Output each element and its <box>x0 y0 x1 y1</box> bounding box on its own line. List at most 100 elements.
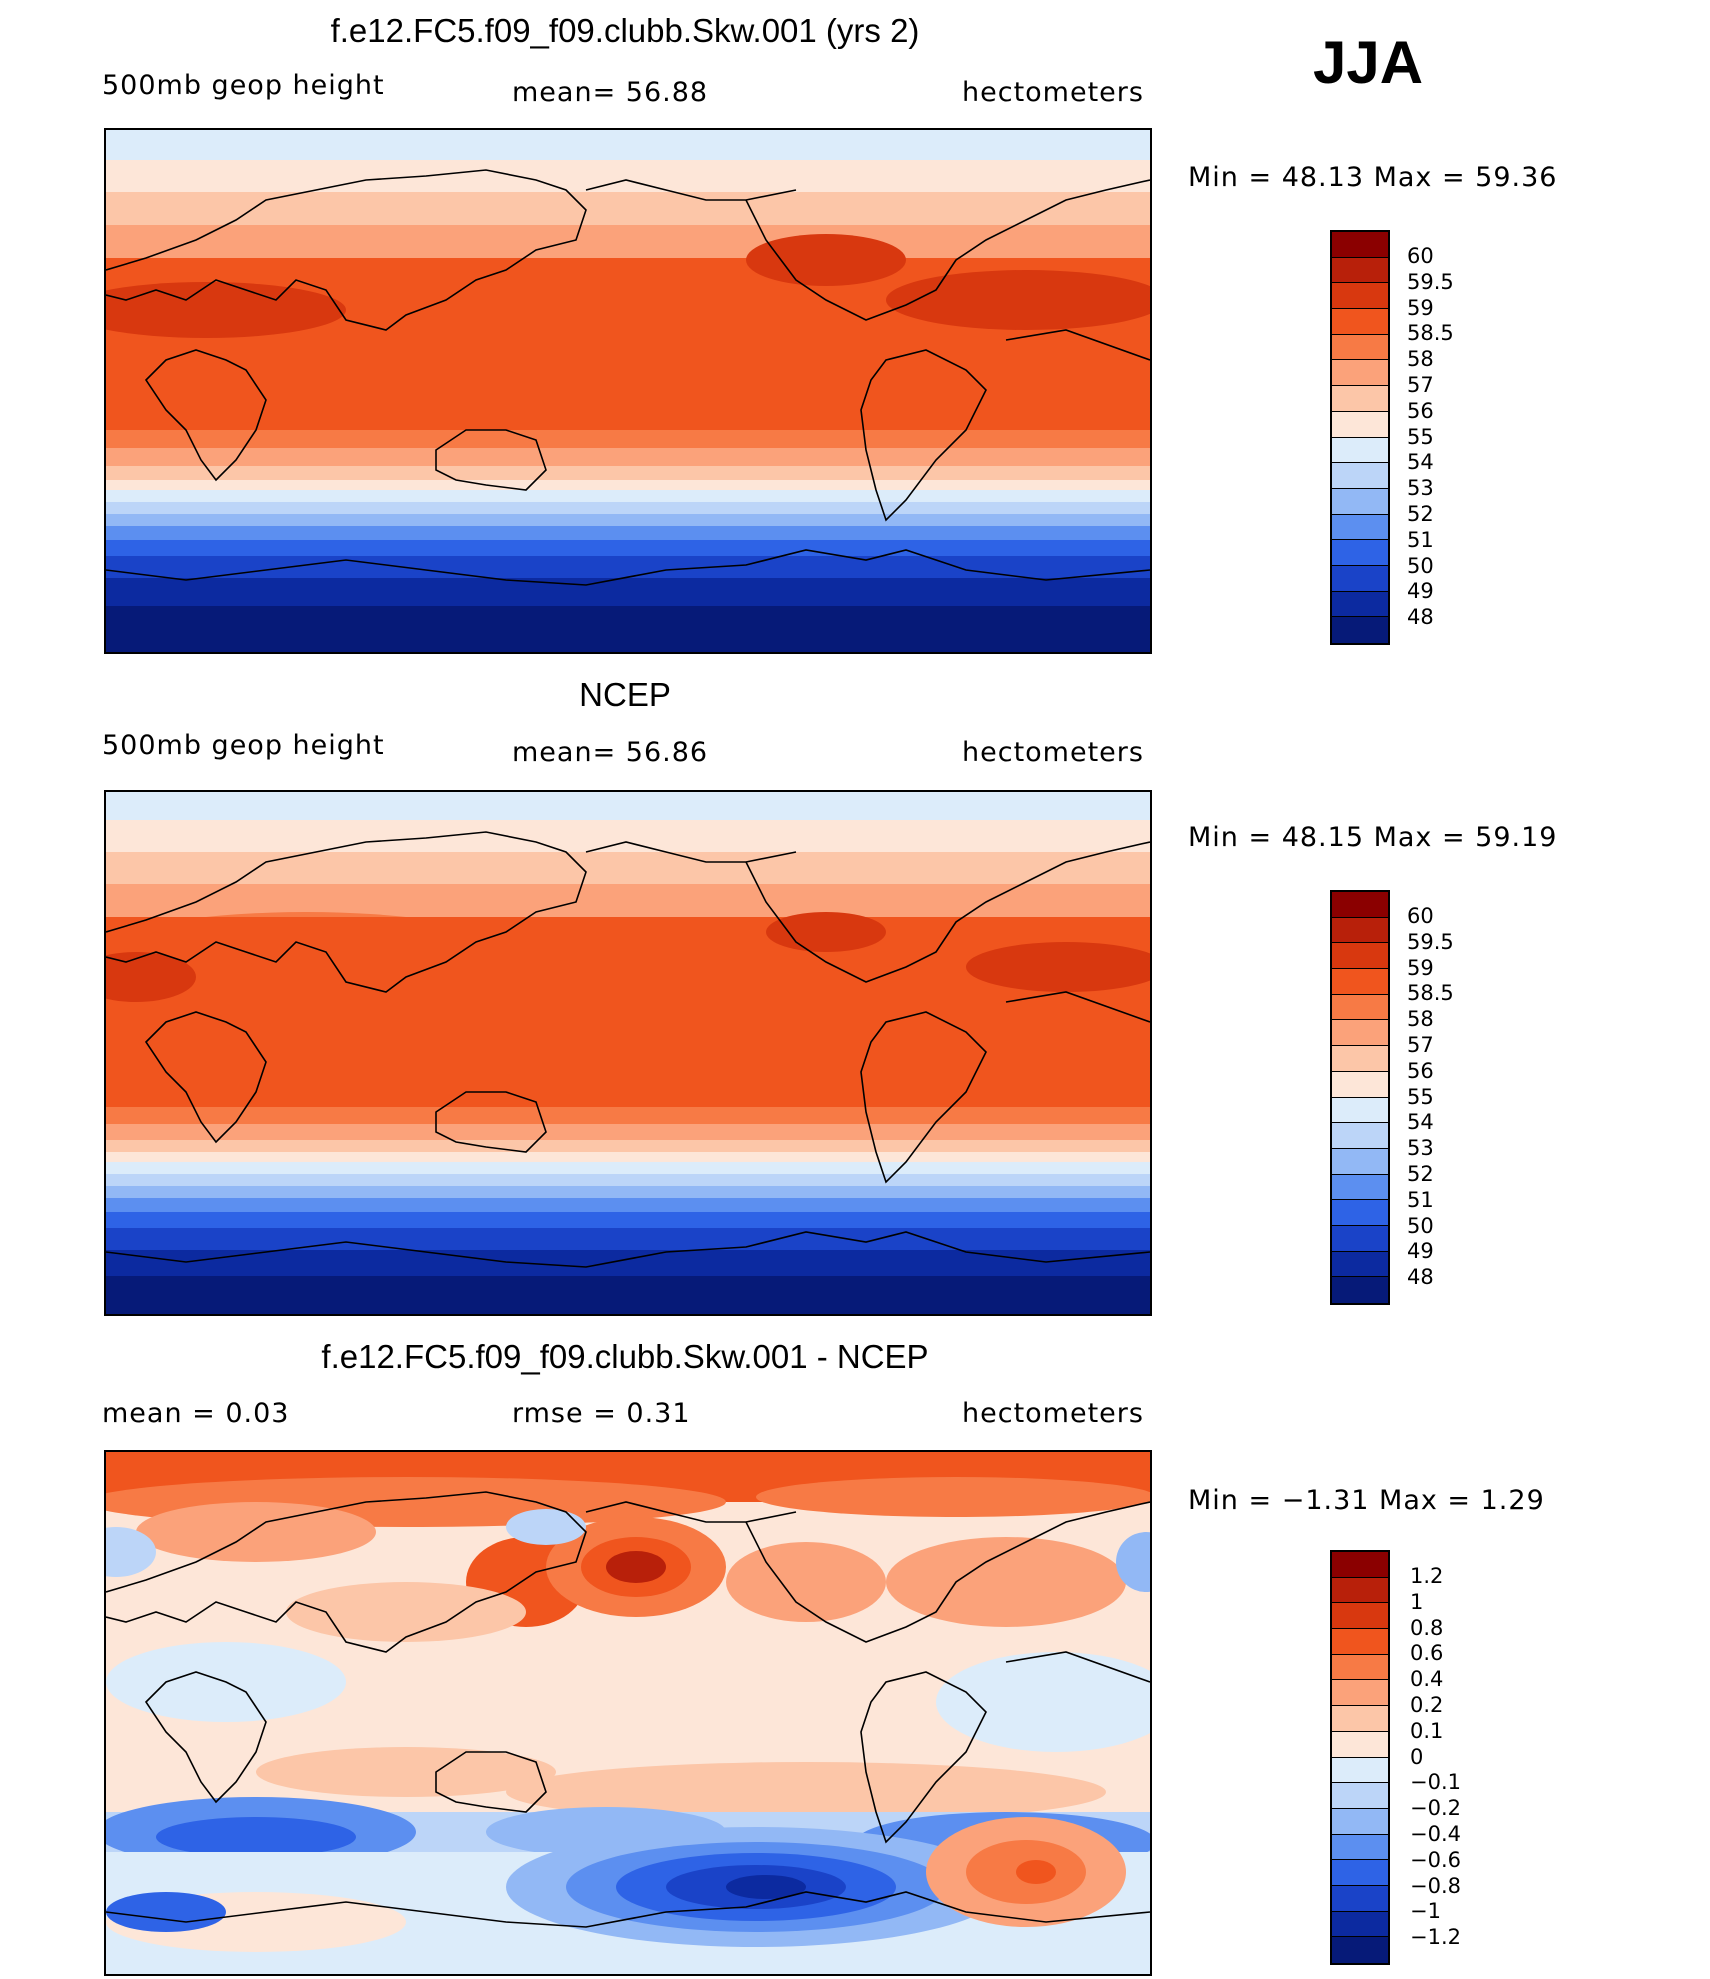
colorbar-tick-label: 57 <box>1407 1032 1434 1057</box>
colorbar-tick-label: −0.6 <box>1410 1847 1461 1872</box>
colorbar-tick-label: −1 <box>1410 1899 1441 1924</box>
colorbar-swatch <box>1332 1808 1388 1835</box>
colorbar-swatch <box>1332 565 1388 592</box>
colorbar-swatch <box>1332 892 1388 918</box>
colorbar-tick-label: 60 <box>1407 244 1434 268</box>
panel-1-units-label: hectometers <box>962 77 1144 108</box>
colorbar-swatch <box>1332 514 1388 541</box>
colorbar-swatch <box>1332 969 1388 995</box>
panel-1-colorbar-labels: 60 59.5 59 58.5 58 57 56 55 54 53 52 51 50 49 48 <box>1407 246 1454 633</box>
colorbar-swatch <box>1332 1251 1388 1278</box>
panel-3-min-max: Min = −1.31 Max = 1.29 <box>1188 1485 1545 1516</box>
colorbar-swatch <box>1332 1706 1388 1732</box>
colorbar-tick-label: −0.1 <box>1410 1770 1461 1795</box>
colorbar-tick-label: 0.2 <box>1410 1692 1444 1717</box>
colorbar-tick-label: 0.6 <box>1410 1641 1444 1666</box>
colorbar-tick-label: 54 <box>1407 450 1434 475</box>
colorbar-swatch <box>1332 1123 1388 1149</box>
colorbar-tick-label: 52 <box>1407 1161 1434 1186</box>
colorbar-swatch <box>1332 943 1388 970</box>
colorbar-swatch <box>1332 917 1388 944</box>
colorbar-tick-label: 59 <box>1407 295 1434 320</box>
panel-2-colorbar-labels: 60 59.5 59 58.5 58 57 56 55 54 53 52 51 50 49 48 <box>1407 906 1454 1293</box>
colorbar-swatch <box>1332 1174 1388 1201</box>
colorbar-tick-label: 58 <box>1407 347 1434 372</box>
colorbar-swatch <box>1332 1046 1388 1072</box>
panel-2-mean-label: mean= 56.86 <box>512 737 709 768</box>
colorbar-tick-label: 50 <box>1407 553 1434 578</box>
colorbar-swatch <box>1332 1603 1388 1630</box>
panel-2-title: NCEP <box>579 676 671 713</box>
colorbar-tick-label: 56 <box>1407 398 1434 423</box>
panel-3-title: f.e12.FC5.f09_f09.clubb.Skw.001 - NCEP <box>321 1338 929 1375</box>
colorbar-swatch <box>1332 994 1388 1021</box>
colorbar-swatch <box>1332 488 1388 515</box>
colorbar-tick-label: 53 <box>1407 476 1434 501</box>
colorbar-tick-label: 0.4 <box>1410 1667 1444 1692</box>
season-label: JJA <box>1313 29 1424 96</box>
colorbar-tick-label: 58.5 <box>1407 321 1454 346</box>
colorbar-swatch <box>1332 1020 1388 1047</box>
panel-3-colorbar-labels: 1.2 1 0.8 0.6 0.4 0.2 0.1 0 −0.1 −0.2 −0.4 −0.6 −0.8… <box>1410 1566 1461 1953</box>
colorbar-tick-label: 58 <box>1407 1007 1434 1032</box>
panel-3-rmse-label: rmse = 0.31 <box>512 1398 691 1429</box>
colorbar-swatch <box>1332 1071 1388 1098</box>
colorbar-tick-label: 51 <box>1407 1187 1434 1212</box>
colorbar-swatch <box>1332 1654 1388 1681</box>
colorbar-swatch <box>1332 1200 1388 1226</box>
colorbar-tick-label: 52 <box>1407 501 1434 526</box>
colorbar-swatch <box>1332 1629 1388 1655</box>
colorbar-swatch <box>1332 334 1388 361</box>
colorbar-tick-label: −1.2 <box>1410 1925 1461 1950</box>
colorbar-tick-label: 57 <box>1407 372 1434 397</box>
colorbar-tick-label: 49 <box>1407 1239 1434 1264</box>
colorbar-swatch <box>1332 360 1388 387</box>
colorbar-swatch <box>1332 540 1388 566</box>
panel-1-variable-label: 500mb geop height <box>102 70 385 101</box>
panel-1-mean-label: mean= 56.88 <box>512 77 709 108</box>
colorbar-tick-label: 59.5 <box>1407 929 1454 954</box>
colorbar-swatch <box>1332 437 1388 464</box>
colorbar-tick-label: 51 <box>1407 527 1434 552</box>
panel-1-colorbar <box>1330 230 1390 645</box>
colorbar-swatch <box>1332 411 1388 438</box>
panel-3-map <box>104 1450 1152 1976</box>
panel-1-map <box>104 128 1152 654</box>
colorbar-swatch <box>1332 1937 1388 1963</box>
colorbar-tick-label: 55 <box>1407 1084 1434 1109</box>
colorbar-swatch <box>1332 1731 1388 1758</box>
colorbar-swatch <box>1332 309 1388 335</box>
panel-1-min-max: Min = 48.13 Max = 59.36 <box>1188 162 1558 193</box>
colorbar-tick-label: 59.5 <box>1407 269 1454 294</box>
panel-2-variable-label: 500mb geop height <box>102 730 385 761</box>
panel-3-mean-label: mean = 0.03 <box>102 1398 290 1429</box>
colorbar-swatch <box>1332 1577 1388 1604</box>
panel-2-units-label: hectometers <box>962 737 1144 768</box>
colorbar-swatch <box>1332 1783 1388 1809</box>
colorbar-tick-label: 59 <box>1407 955 1434 980</box>
colorbar-swatch <box>1332 1885 1388 1912</box>
colorbar-tick-label: 50 <box>1407 1213 1434 1238</box>
colorbar-tick-label: −0.2 <box>1410 1796 1461 1821</box>
colorbar-swatch <box>1332 257 1388 284</box>
colorbar-tick-label: 54 <box>1407 1110 1434 1135</box>
colorbar-tick-label: −0.8 <box>1410 1873 1461 1898</box>
colorbar-tick-label: 1 <box>1410 1589 1424 1614</box>
colorbar-tick-label: −0.4 <box>1410 1821 1461 1846</box>
colorbar-swatch <box>1332 283 1388 310</box>
colorbar-swatch <box>1332 1860 1388 1886</box>
colorbar-swatch <box>1332 617 1388 643</box>
colorbar-tick-label: 60 <box>1407 904 1434 928</box>
colorbar-swatch <box>1332 1225 1388 1252</box>
colorbar-tick-label: 53 <box>1407 1136 1434 1161</box>
colorbar-swatch <box>1332 1680 1388 1707</box>
colorbar-tick-label: 0.1 <box>1410 1718 1444 1743</box>
colorbar-tick-label: 58.5 <box>1407 981 1454 1006</box>
panel-3-colorbar <box>1330 1550 1390 1965</box>
panel-3-units-label: hectometers <box>962 1398 1144 1429</box>
colorbar-swatch <box>1332 1097 1388 1124</box>
panel-2-colorbar <box>1330 890 1390 1305</box>
colorbar-tick-label: 55 <box>1407 424 1434 449</box>
panel-2-map <box>104 790 1152 1316</box>
colorbar-swatch <box>1332 591 1388 618</box>
